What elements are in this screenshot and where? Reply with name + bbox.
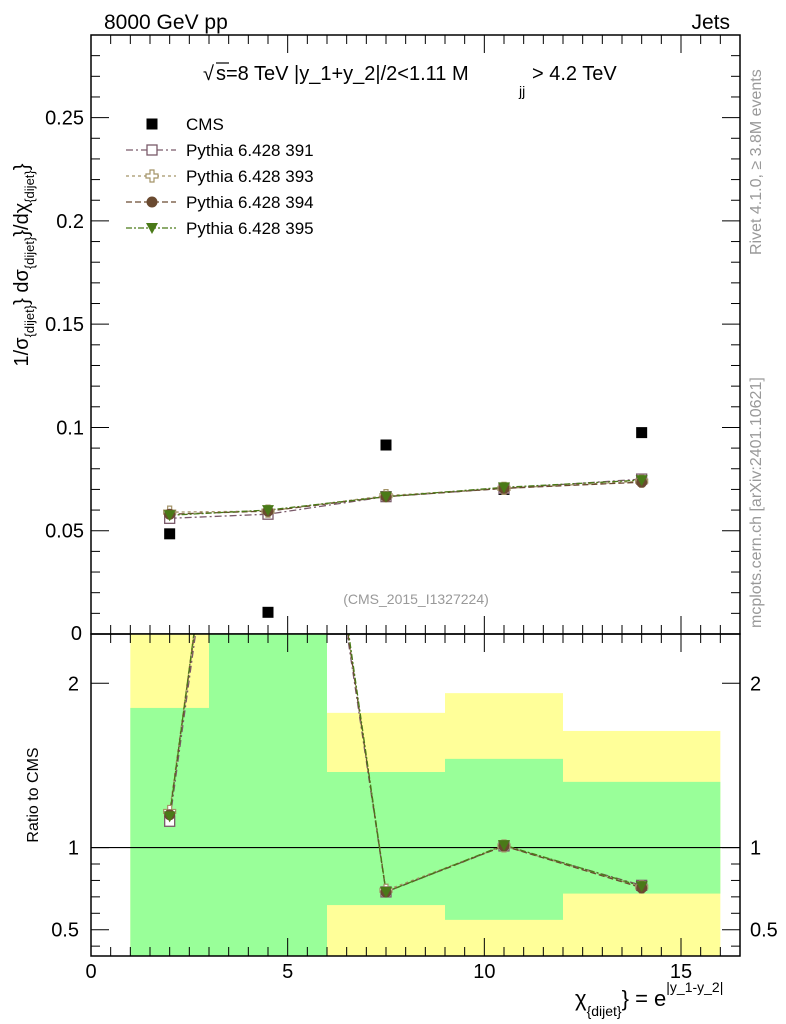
main-ylabel: 1/σ{dijet}} dσ{dijet}}/dχ{dijet}} [11, 163, 37, 366]
main-marker-s0-p1 [262, 606, 274, 618]
energy-label: 8000 GeV pp [104, 11, 228, 34]
ratio-ytick-label-right: 0.5 [750, 920, 778, 942]
x-axis-label: χ{dijet}} = e|y_1-y_2| [575, 979, 723, 1019]
main-marker-s4-p1 [262, 505, 274, 517]
ratio-marker-s4-p3 [498, 840, 510, 852]
svg-text:χ{dijet}} = e|y_1-y_2|: χ{dijet}} = e|y_1-y_2| [575, 979, 723, 1019]
legend-label-4: Pythia 6.428 395 [186, 219, 314, 238]
ratio-line-1 [169, 634, 642, 893]
ratio-series-markers [163, 804, 649, 898]
main-ytick-label: 0.15 [45, 314, 84, 336]
main-title: √ s=8 TeV |y_1+y_2|/2<1.11 M jj > 4.2 Te… [203, 62, 617, 99]
ratio-ytick-label-right: 2 [750, 673, 761, 695]
main-marker-s4-p0 [163, 510, 176, 522]
xtick-label: 5 [282, 961, 293, 983]
main-marker-s4-p3 [498, 482, 510, 494]
legend-marker-1 [146, 144, 158, 156]
ratio-band-inner-0 [130, 707, 209, 956]
process-label: Jets [691, 11, 730, 34]
legend-marker-2 [145, 169, 159, 183]
legend-label-3: Pythia 6.428 394 [186, 193, 314, 212]
main-ytick-label: 0.05 [45, 521, 84, 543]
rivet-label: Rivet 4.1.0, ≥ 3.8M events [748, 69, 765, 255]
legend-marker-3 [146, 196, 158, 208]
main-marker-s0-p4 [636, 427, 648, 439]
main-line-1 [169, 478, 642, 519]
ratio-band-inner-4 [563, 781, 721, 894]
main-ytick-label: 0.25 [45, 108, 84, 130]
ratio-line-3 [169, 634, 642, 893]
ratio-ytick-label-right: 1 [750, 838, 761, 860]
ratio-band-inner-2 [327, 772, 445, 906]
legend: CMS Pythia 6.428 391 Pythia 6.428 393 Pythi… [126, 115, 314, 238]
main-line-3 [169, 481, 642, 515]
ratio-plot-frame [90, 633, 741, 957]
main-ytick-label-zero: 0 [71, 623, 82, 645]
title-tail: > 4.2 TeV [532, 63, 617, 85]
main-ytick-label: 0.1 [56, 417, 84, 439]
main-marker-s4-p4 [635, 475, 648, 487]
ratio-marker-s4-p2 [380, 886, 392, 898]
xtick-label: 10 [473, 961, 495, 983]
title-main: s=8 TeV |y_1+y_2|/2<1.11 M [216, 63, 469, 85]
analysis-watermark: (CMS_2015_I1327224) [343, 591, 489, 607]
legend-label-2: Pythia 6.428 393 [186, 167, 314, 186]
main-marker-s4-p2 [380, 491, 392, 503]
ratio-axis-ticks [90, 634, 741, 956]
main-marker-s0-p0 [164, 528, 176, 540]
main-series-markers [163, 427, 649, 618]
svg-text:1/σ{dijet}} dσ{dijet}}/dχ{dije: 1/σ{dijet}} dσ{dijet}}/dχ{dijet}} [11, 163, 37, 366]
ratio-marker-s4-p0 [163, 811, 176, 823]
legend-marker-0 [146, 118, 158, 130]
ratio-ytick-label: 1 [68, 838, 79, 860]
ratio-marker-s4-p4 [635, 881, 648, 893]
xtick-labels: 0 5 10 15 [85, 961, 692, 983]
ratio-ytick-labels: 0.5 0.5 1 1 2 2 [51, 673, 778, 941]
legend-label-1: Pythia 6.428 391 [186, 141, 314, 160]
main-marker-s0-p2 [380, 439, 392, 451]
ratio-panel: 0.5 0.5 1 1 2 2 0 5 10 15 Ratio to CMS χ{dijet}}… [25, 633, 778, 1019]
legend-marker-4 [146, 223, 158, 234]
main-axis-ticks [90, 35, 741, 635]
main-series-lines [169, 478, 642, 519]
ratio-band-inner-1 [209, 634, 327, 956]
title-subscript: jj [518, 83, 525, 99]
ratio-uncertainty-bands [130, 634, 721, 956]
ratio-ytick-label: 0.5 [51, 920, 79, 942]
main-ytick-labels: 0.05 0.1 0.15 0.2 0.25 0 [45, 108, 84, 645]
ratio-ylabel: Ratio to CMS [25, 747, 42, 842]
ratio-ytick-label: 2 [68, 673, 79, 695]
main-line-2 [169, 480, 642, 513]
xtick-label: 0 [85, 961, 96, 983]
title-sqrt: √ [203, 63, 214, 85]
main-ytick-label: 0.2 [56, 211, 84, 233]
xtick-label: 15 [670, 961, 692, 983]
mcplots-label: mcplots.cern.ch [arXiv:2401.10621] [748, 377, 765, 628]
main-panel: 0.050.10.150.20.250 (CMS_2015_I1327224) … [11, 34, 741, 645]
legend-label-0: CMS [186, 115, 224, 134]
